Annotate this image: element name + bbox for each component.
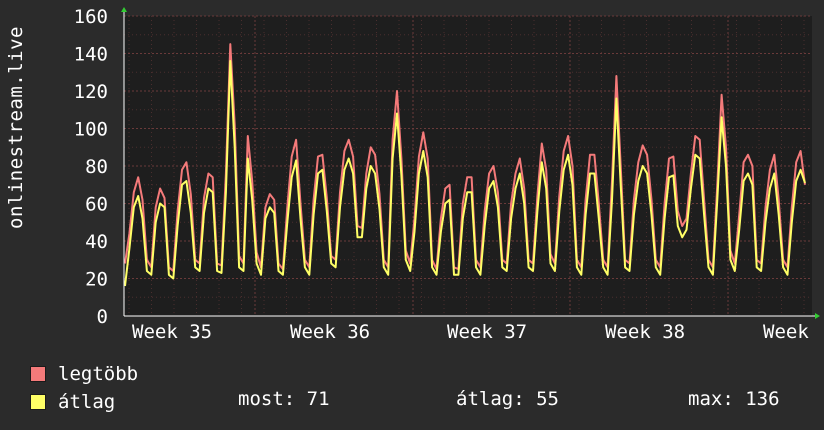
legend-label-max: legtöbb <box>58 363 139 385</box>
y-tick-label: 40 <box>85 231 108 253</box>
series-line-avg <box>124 60 806 287</box>
traffic-chart: 0 20 40 60 80 100 120 140 160 Week 35 Week 36 Week … <box>74 6 820 343</box>
y-tick-label: 0 <box>97 306 108 328</box>
stat-max: max: 136 <box>688 388 780 410</box>
x-tick-label: Week 37 <box>447 321 527 343</box>
legend-label-avg: átlag <box>58 391 116 413</box>
y-tick-label: 140 <box>74 44 108 66</box>
stat-now: most: 71 <box>238 388 330 410</box>
y-tick-label: 160 <box>74 6 108 28</box>
x-tick-label: Week 38 <box>605 321 685 343</box>
stat-avg: átlag: 55 <box>456 388 559 410</box>
y-tick-label: 60 <box>85 194 108 216</box>
legend-swatch-max <box>30 366 46 382</box>
legend-item-max: legtöbb <box>30 362 138 386</box>
x-tick-label: Week <box>763 321 809 343</box>
x-axis-arrow-icon <box>815 313 820 319</box>
legend-item-avg: átlag <box>30 390 115 414</box>
y-tick-label: 120 <box>74 81 108 103</box>
x-tick-label: Week 36 <box>290 321 370 343</box>
y-tick-label: 100 <box>74 119 108 141</box>
y-tick-label: 80 <box>85 156 108 178</box>
y-axis-title: onlinestream.live <box>5 26 27 229</box>
legend-swatch-avg <box>30 394 46 410</box>
y-tick-label: 20 <box>85 269 108 291</box>
y-axis-arrow-icon <box>121 7 127 12</box>
x-tick-label: Week 35 <box>132 321 212 343</box>
